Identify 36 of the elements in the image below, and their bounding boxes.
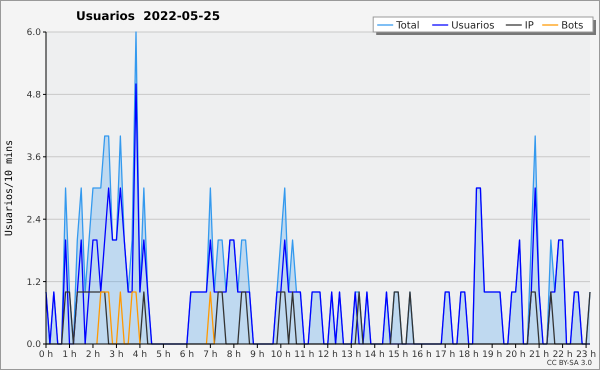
chart-title: Usuarios 2022-05-25 <box>76 9 220 23</box>
y-tick-label: 2.4 <box>26 215 42 226</box>
x-tick-label: 12 h <box>318 350 338 360</box>
x-tick-label: 16 h <box>412 350 432 360</box>
x-tick-label: 18 h <box>458 350 479 360</box>
x-tick-label: 8 h <box>226 350 241 360</box>
x-tick-label: 3 h <box>109 350 124 360</box>
x-tick-label: 14 h <box>364 350 385 360</box>
x-tick-label: 20 h <box>506 350 526 360</box>
y-tick-label: 3.6 <box>26 152 42 163</box>
y-tick-label: 6.0 <box>26 28 42 38</box>
x-tick-label: 4 h <box>132 350 148 360</box>
x-tick-label: 5 h <box>156 350 171 360</box>
x-tick-label: 0 h <box>38 350 54 360</box>
x-tick-label: 13 h <box>341 350 362 360</box>
x-tick-label: 6 h <box>180 350 194 360</box>
x-tick-label: 17 h <box>435 350 456 360</box>
x-tick-label: 23 h <box>576 350 596 360</box>
x-tick-label: 1 h <box>62 350 77 360</box>
y-tick-label: 0.0 <box>26 340 42 350</box>
y-tick-label: 1.2 <box>26 278 41 288</box>
x-tick-label: 2 h <box>86 350 100 360</box>
x-tick-label: 15 h <box>388 350 408 360</box>
x-tick-label: 9 h <box>250 350 264 360</box>
legend-label: Total <box>395 20 420 32</box>
x-tick-label: 22 h <box>552 350 573 360</box>
legend-label: IP <box>524 20 534 32</box>
y-tick-label: 4.8 <box>26 90 42 101</box>
x-tick-label: 7 h <box>203 350 218 360</box>
y-axis-title: Usuarios/10 mins <box>4 140 15 236</box>
legend-label: Bots <box>561 20 584 32</box>
legend-label: Usuarios <box>451 20 494 32</box>
x-tick-label: 11 h <box>294 350 314 360</box>
x-tick-label: 10 h <box>270 350 291 360</box>
x-tick-label: 19 h <box>482 350 502 360</box>
x-tick-label: 21 h <box>529 350 550 360</box>
